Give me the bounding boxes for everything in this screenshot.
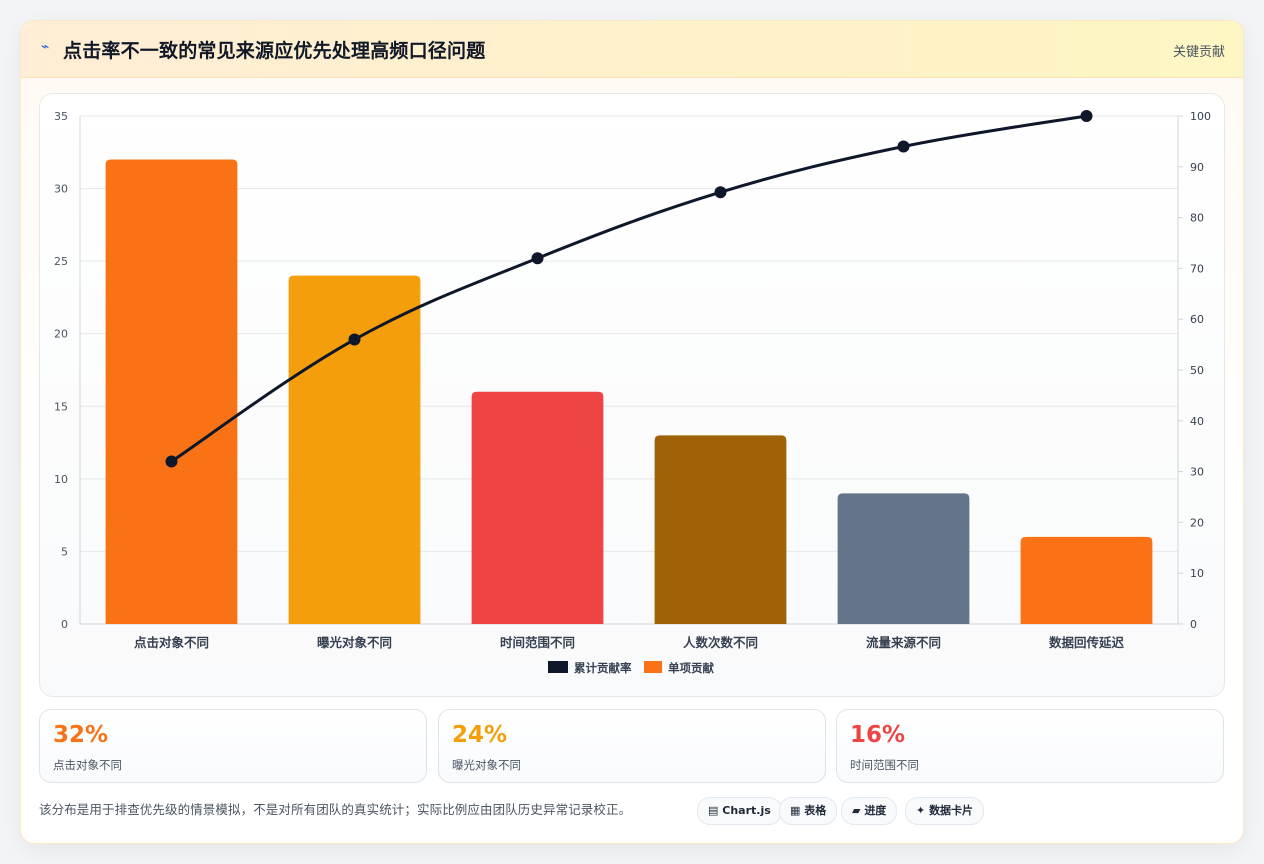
bar <box>105 159 238 624</box>
lightning-icon: ⌁ <box>41 39 50 55</box>
y-left-tick-label: 25 <box>54 255 68 268</box>
cumulative-point <box>714 186 727 199</box>
legend-swatch <box>644 661 662 673</box>
cumulative-point <box>1080 110 1093 122</box>
pareto-chart-panel: 0 5 10 15 20 25 30 35 0 10 20 30 40 50 60 70 80 90 100 点击对象… <box>39 93 1225 697</box>
y-right-tick-label: 80 <box>1190 212 1204 225</box>
pareto-chart: 0 5 10 15 20 25 30 35 0 10 20 30 40 50 60 70 80 90 100 点击对象… <box>54 110 1211 675</box>
y-right-tick-label: 70 <box>1190 262 1204 275</box>
cumulative-line <box>170 114 1087 463</box>
chip-progress[interactable]: ▰ 进度 <box>841 797 898 825</box>
stat-label: 点击对象不同 <box>53 758 122 772</box>
chip-label: 表格 <box>804 804 827 817</box>
chip-chartjs[interactable]: ▤ Chart.js <box>697 797 782 825</box>
y-left-tick-label: 30 <box>54 183 68 196</box>
y-left-tick-label: 5 <box>61 545 68 558</box>
bar <box>288 275 421 624</box>
stat-value: 24% <box>452 722 508 748</box>
y-right-tick-label: 50 <box>1190 364 1204 377</box>
table-icon: ▦ <box>790 804 801 817</box>
stat-label: 时间范围不同 <box>850 758 919 772</box>
chip-table[interactable]: ▦ 表格 <box>779 797 838 825</box>
chart-icon: ▤ <box>708 804 719 817</box>
y-left-tick-label: 0 <box>61 618 68 631</box>
x-tick-label: 时间范围不同 <box>500 635 575 650</box>
y-right-tick-label: 30 <box>1190 466 1204 479</box>
y-right-tick-label: 20 <box>1190 516 1204 529</box>
y-left-tick-label: 20 <box>54 328 68 341</box>
progress-icon: ▰ <box>852 804 861 817</box>
bar <box>471 391 604 624</box>
y-right-tick-label: 10 <box>1190 567 1204 580</box>
y-right-tick-label: 40 <box>1190 415 1204 428</box>
stat-card-2: 24% 曝光对象不同 <box>438 709 826 783</box>
x-tick-label: 人数次数不同 <box>683 635 758 650</box>
cumulative-point <box>348 333 361 346</box>
page-title: 点击率不一致的常见来源应优先处理高频口径问题 <box>63 40 486 62</box>
y-left-tick-label: 35 <box>54 110 68 123</box>
y-left-tick-label: 10 <box>54 473 68 486</box>
chart-card: ⌁ 点击率不一致的常见来源应优先处理高频口径问题 关键贡献 0 5 10 15 20 25… <box>20 20 1244 844</box>
bar <box>654 435 787 624</box>
stat-label: 曝光对象不同 <box>452 758 521 772</box>
y-right-tick-label: 90 <box>1190 161 1204 174</box>
x-tick-label: 点击对象不同 <box>134 635 209 650</box>
stat-value: 16% <box>850 722 906 748</box>
cumulative-point <box>531 252 544 265</box>
x-tick-label: 流量来源不同 <box>866 635 941 650</box>
cumulative-point <box>165 455 178 468</box>
stat-card-1: 32% 点击对象不同 <box>39 709 427 783</box>
y-right-tick-label: 60 <box>1190 313 1204 326</box>
chip-label: 数据卡片 <box>929 804 974 817</box>
x-tick-label: 数据回传延迟 <box>1048 635 1125 650</box>
cumulative-point <box>897 140 910 153</box>
chip-data-card[interactable]: ✦ 数据卡片 <box>905 797 985 825</box>
y-right-tick-label: 100 <box>1190 110 1211 123</box>
legend-label: 累计贡献率 <box>574 661 632 675</box>
x-tick-label: 曝光对象不同 <box>317 635 392 650</box>
footer-note: 该分布是用于排查优先级的情景模拟，不是对所有团队的真实统计；实际比例应由团队历史… <box>39 802 632 817</box>
y-left-tick-label: 15 <box>54 400 68 413</box>
chip-label: Chart.js <box>722 804 771 817</box>
y-right-tick-label: 0 <box>1190 618 1197 631</box>
bar <box>837 493 970 624</box>
chip-label: 进度 <box>864 804 887 817</box>
card-header: ⌁ 点击率不一致的常见来源应优先处理高频口径问题 关键贡献 <box>21 21 1243 78</box>
legend-label: 单项贡献 <box>668 661 714 675</box>
stat-card-3: 16% 时间范围不同 <box>836 709 1224 783</box>
bar <box>1020 536 1153 624</box>
header-tag: 关键贡献 <box>1172 45 1225 60</box>
stat-value: 32% <box>53 722 109 748</box>
sparkle-icon: ✦ <box>916 804 926 817</box>
legend-swatch <box>548 661 568 673</box>
